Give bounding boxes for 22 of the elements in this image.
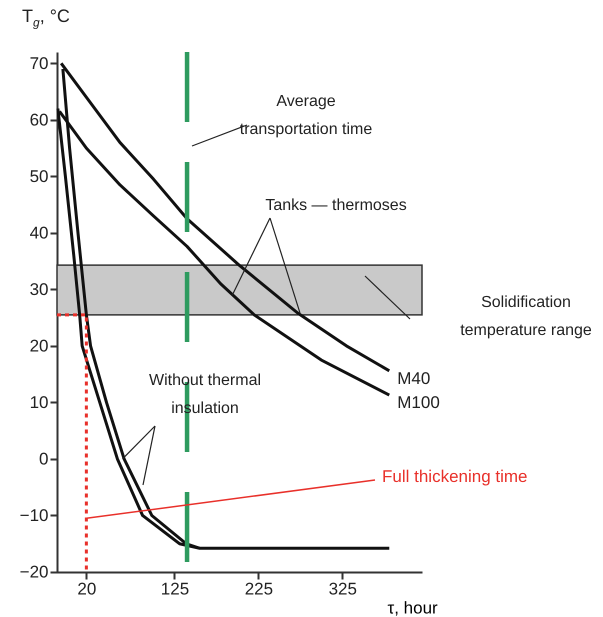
y-axis-title: T$_{g}$, °C [22, 6, 70, 30]
x-tick-label: 125 [160, 580, 190, 598]
y-tick-label: −20 [20, 562, 48, 582]
y-tick-label: 0 [39, 449, 48, 468]
series-label: M100 [397, 393, 440, 412]
band-label: Solidification temperature range [460, 294, 592, 339]
x-tick-label: 325 [328, 580, 357, 598]
y-tick-label: 40 [30, 223, 48, 242]
annotation: Tanks — thermoses [265, 197, 407, 214]
y-tick-label: 10 [30, 392, 48, 412]
x-tick-label: 225 [244, 580, 274, 598]
x-tick-label: 20 [77, 580, 96, 598]
ref-line-label: Average transportation time [240, 93, 372, 138]
y-tick-label: 20 [30, 336, 48, 356]
y-tick-label: 70 [30, 54, 48, 73]
y-tick-label: 60 [30, 110, 48, 130]
series-label: M40 [397, 368, 430, 388]
annotation: Full thickening time [382, 467, 528, 486]
x-axis-title: τ, hour [388, 598, 438, 617]
y-tick-label: 30 [30, 280, 48, 299]
y-tick-label: −10 [20, 506, 48, 525]
y-tick-label: 50 [30, 166, 48, 186]
